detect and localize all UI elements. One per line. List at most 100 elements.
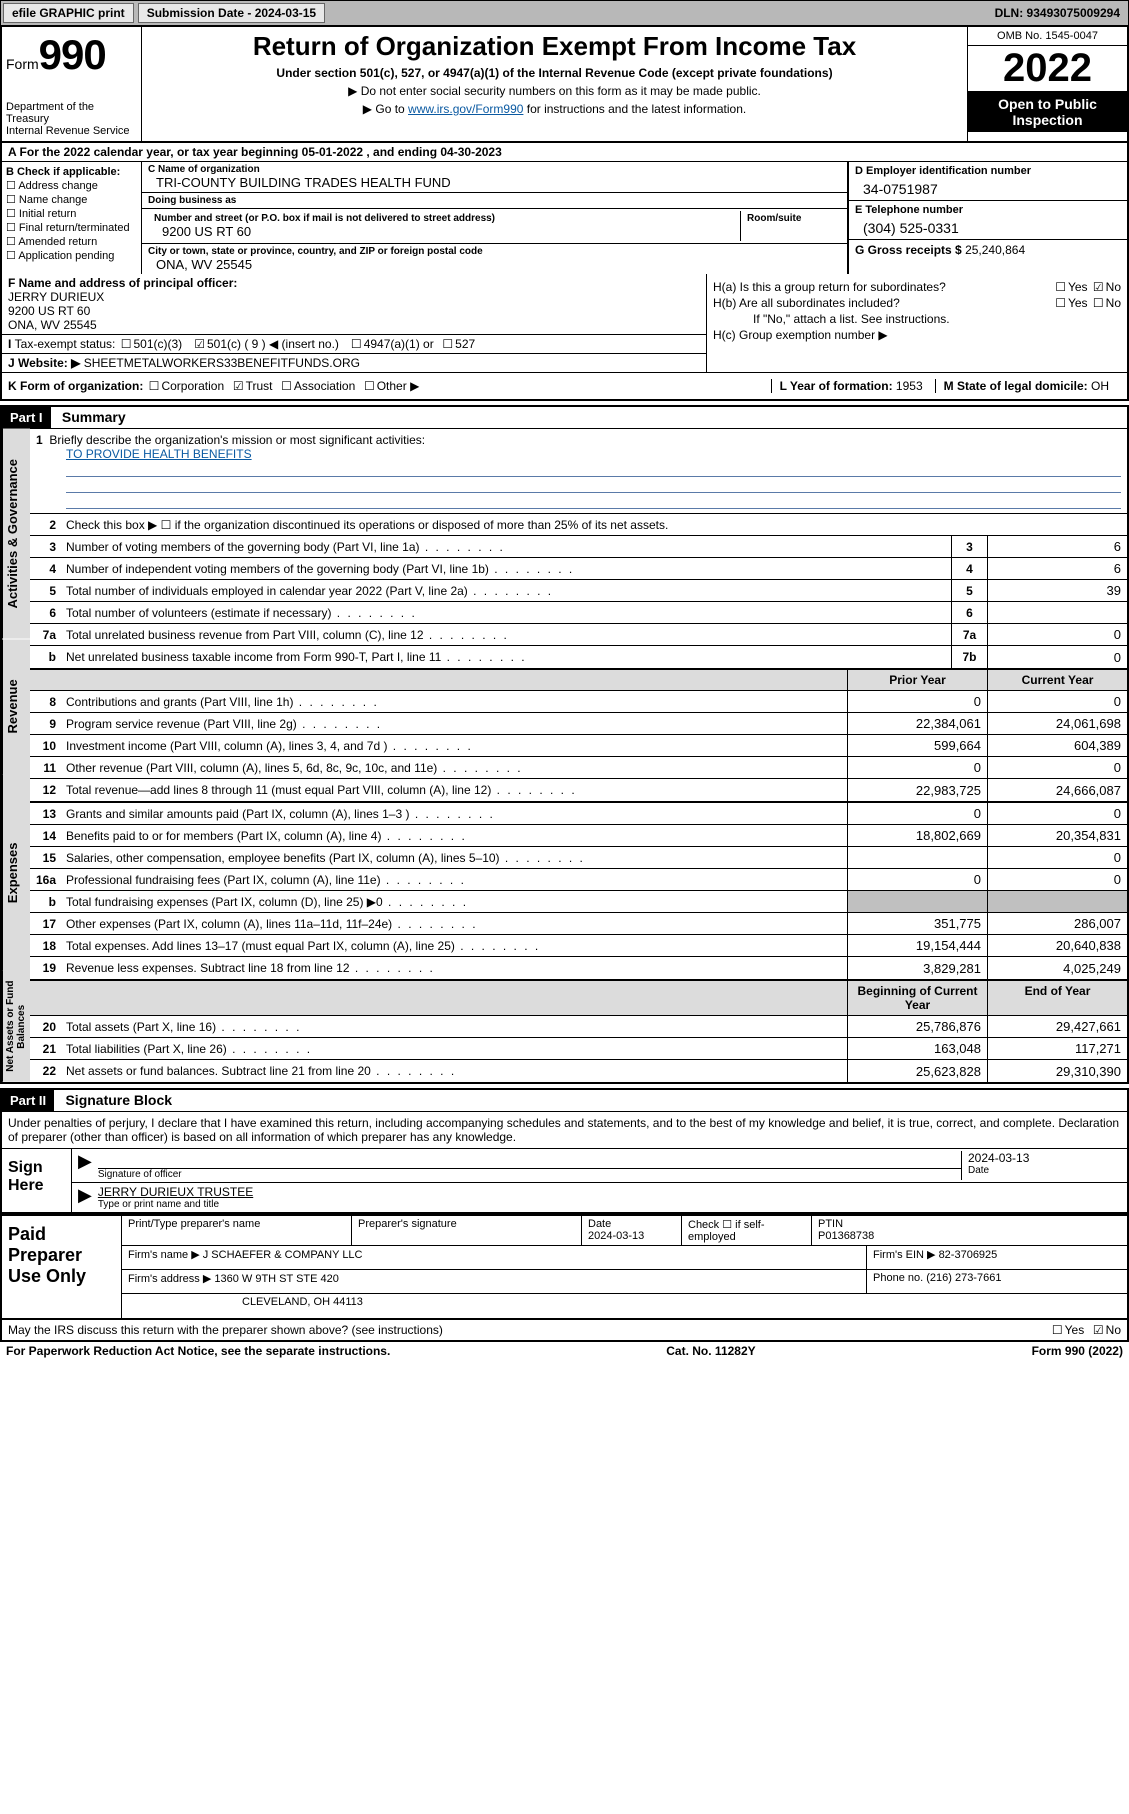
hb-no[interactable] (1091, 296, 1106, 310)
row-a-text: A For the 2022 calendar year, or tax yea… (8, 145, 502, 159)
val-current: 0 (987, 803, 1127, 824)
hb-yes-lbl: Yes (1068, 296, 1088, 310)
val-current: 0 (987, 691, 1127, 712)
footer-yes: Yes (1065, 1323, 1085, 1337)
val-prior: 351,775 (847, 913, 987, 934)
line-desc: Grants and similar amounts paid (Part IX… (62, 805, 847, 823)
line-box: 5 (951, 580, 987, 601)
chk-assoc[interactable] (279, 379, 294, 393)
row-klm: K Form of organization: Corporation Trus… (0, 373, 1129, 401)
j-label: J Website: ▶ (8, 356, 80, 370)
chk-trust[interactable] (231, 379, 246, 393)
prep-col3v: 2024-03-13 (588, 1230, 644, 1242)
i-c9: 501(c) ( 9 ) ◀ (insert no.) (207, 337, 339, 351)
prep-col5: PTIN (818, 1218, 843, 1230)
sum-line: 19 Revenue less expenses. Subtract line … (30, 957, 1127, 979)
k-trust: Trust (246, 379, 273, 393)
row-fijh: F Name and address of principal officer:… (0, 274, 1129, 373)
sig-line[interactable] (98, 1151, 961, 1169)
line-desc: Benefits paid to or for members (Part IX… (62, 827, 847, 845)
sum-line: 21 Total liabilities (Part X, line 26) 1… (30, 1038, 1127, 1060)
line-num: 16a (30, 873, 62, 887)
submission-date-button[interactable]: Submission Date - 2024-03-15 (138, 3, 325, 23)
sum-line: 16a Professional fundraising fees (Part … (30, 869, 1127, 891)
sum-line: 14 Benefits paid to or for members (Part… (30, 825, 1127, 847)
chk-501c3[interactable] (119, 337, 134, 351)
chk-501c9[interactable] (192, 337, 207, 351)
chk-other[interactable] (362, 379, 377, 393)
top-toolbar: efile GRAPHIC print Submission Date - 20… (0, 0, 1129, 26)
c-addr-block: Number and street (or P.O. box if mail i… (142, 209, 847, 244)
vtab-revenue: Revenue (2, 639, 30, 774)
e-tel-val: (304) 525-0331 (855, 216, 1121, 236)
prep-ein-label: Firm's EIN ▶ (873, 1249, 936, 1261)
c-name-val: TRI-COUNTY BUILDING TRADES HEALTH FUND (148, 175, 841, 190)
line-desc: Salaries, other compensation, employee b… (62, 849, 847, 867)
chk-name-change[interactable]: Name change (6, 193, 137, 206)
line-desc: Number of voting members of the governin… (62, 538, 951, 556)
line-desc: Net assets or fund balances. Subtract li… (62, 1062, 847, 1080)
discuss-yes[interactable] (1050, 1323, 1065, 1337)
discuss-no[interactable] (1091, 1323, 1106, 1337)
line-num: 13 (30, 807, 62, 821)
chk-amended[interactable]: Amended return (6, 235, 137, 248)
sign-here-label: Sign Here (2, 1149, 72, 1212)
form-subtitle: Under section 501(c), 527, or 4947(a)(1)… (150, 66, 959, 80)
line-desc: Total expenses. Add lines 13–17 (must eq… (62, 937, 847, 955)
hb-label: H(b) Are all subordinates included? (713, 296, 1053, 310)
chk-527[interactable] (440, 337, 455, 351)
sig-date: 2024-03-13 (968, 1151, 1121, 1165)
c-addr-label: Number and street (or P.O. box if mail i… (154, 213, 734, 224)
gov-line: 4 Number of independent voting members o… (30, 558, 1127, 580)
hdr-eoy: End of Year (987, 981, 1127, 1015)
part1-tag: Part I (2, 407, 51, 428)
prep-firm: J SCHAEFER & COMPANY LLC (203, 1249, 363, 1261)
m-label: M State of legal domicile: (944, 379, 1088, 393)
hb-yes[interactable] (1053, 296, 1068, 310)
line-box: 3 (951, 536, 987, 557)
chk-corp[interactable] (147, 379, 162, 393)
form-num: 990 (39, 31, 106, 78)
col-b-checkboxes: B Check if applicable: Address change Na… (2, 162, 142, 274)
sum-line: 11 Other revenue (Part VIII, column (A),… (30, 757, 1127, 779)
chk-initial-return[interactable]: Initial return (6, 207, 137, 220)
group-revenue: Prior Year Current Year 8 Contributions … (30, 670, 1127, 803)
gov-line: 3 Number of voting members of the govern… (30, 536, 1127, 558)
chk-app-pending[interactable]: Application pending (6, 249, 137, 262)
sum-line: 13 Grants and similar amounts paid (Part… (30, 803, 1127, 825)
line-desc: Revenue less expenses. Subtract line 18 … (62, 959, 847, 977)
sum-line: 20 Total assets (Part X, line 16) 25,786… (30, 1016, 1127, 1038)
gov-line: 7a Total unrelated business revenue from… (30, 624, 1127, 646)
chk-address-change[interactable]: Address change (6, 179, 137, 192)
sig-name-label: Type or print name and title (98, 1199, 253, 1210)
val-current: 20,354,831 (987, 825, 1127, 846)
c-addr-val: 9200 US RT 60 (154, 224, 734, 239)
h-b-row: H(b) Are all subordinates included? Yes … (713, 296, 1121, 310)
g-gross-val: 25,240,864 (965, 243, 1025, 257)
k-label: K Form of organization: (8, 379, 143, 393)
l-val: 1953 (896, 379, 923, 393)
group-governance: 1 Briefly describe the organization's mi… (30, 429, 1127, 670)
footer-q: May the IRS discuss this return with the… (8, 1323, 443, 1337)
sum-line: b Total fundraising expenses (Part IX, c… (30, 891, 1127, 913)
chk-4947[interactable] (349, 337, 364, 351)
chk-final-return[interactable]: Final return/terminated (6, 221, 137, 234)
hc-label: H(c) Group exemption number ▶ (713, 328, 1121, 342)
sig-date-label: Date (968, 1165, 1121, 1176)
irs-link[interactable]: www.irs.gov/Form990 (408, 102, 523, 116)
line-num: 20 (30, 1020, 62, 1034)
prep-addr2: CLEVELAND, OH 44113 (122, 1294, 1127, 1318)
line-num: 4 (30, 562, 62, 576)
sum-line: 10 Investment income (Part VIII, column … (30, 735, 1127, 757)
c-name-block: C Name of organization TRI-COUNTY BUILDI… (142, 162, 847, 193)
efile-print-button[interactable]: efile GRAPHIC print (3, 3, 134, 23)
line-desc: Total assets (Part X, line 16) (62, 1018, 847, 1036)
ha-yes[interactable] (1053, 280, 1068, 294)
f-officer: F Name and address of principal officer:… (2, 274, 706, 335)
prep-row1: Print/Type preparer's name Preparer's si… (122, 1216, 1127, 1246)
sig-name: JERRY DURIEUX TRUSTEE (98, 1185, 253, 1199)
note2-post: for instructions and the latest informat… (523, 102, 746, 116)
ha-yes-lbl: Yes (1068, 280, 1088, 294)
line-num: 6 (30, 606, 62, 620)
ha-no[interactable] (1091, 280, 1106, 294)
